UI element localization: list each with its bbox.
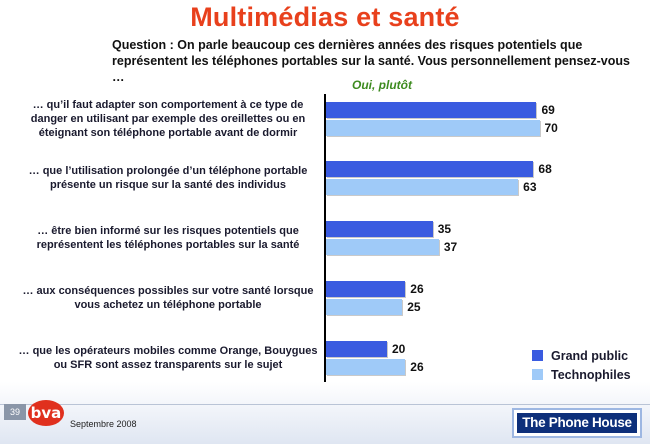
- slide-title: Multimédias et santé: [190, 2, 460, 32]
- bar-grand-public: [326, 221, 433, 237]
- phone-house-logo: The Phone House: [512, 408, 642, 438]
- legend-item-technophiles: Technophiles: [532, 365, 631, 384]
- data-label: 20: [392, 342, 406, 356]
- data-label: 63: [523, 180, 537, 194]
- legend-item-grand-public: Grand public: [532, 346, 631, 365]
- data-label: 25: [407, 300, 421, 314]
- legend-label: Technophiles: [551, 367, 631, 382]
- data-label: 35: [437, 222, 452, 236]
- bar-grand-public: [326, 341, 387, 357]
- data-label: 68: [538, 162, 552, 176]
- category-label: … que l’utilisation prolongée d’un télép…: [28, 165, 308, 191]
- data-label: 37: [443, 240, 458, 254]
- category-label: … que les opérateurs mobiles comme Orang…: [18, 345, 318, 371]
- chart-legend: Grand public Technophiles: [532, 346, 631, 384]
- bar-technophiles: [326, 179, 519, 195]
- data-label: 26: [410, 282, 424, 296]
- legend-swatch-technophiles: [532, 369, 543, 380]
- bar-grand-public: [326, 161, 534, 177]
- bar-grand-public: [326, 102, 537, 118]
- category-label: … aux conséquences possibles sur votre s…: [22, 285, 314, 311]
- chart-axis: [324, 94, 326, 382]
- question-text: Question : On parle beaucoup ces dernièr…: [112, 38, 630, 84]
- legend-label: Grand public: [551, 348, 629, 363]
- bar-grand-public: [326, 281, 406, 297]
- category-label: … être bien informé sur les risques pote…: [36, 225, 300, 251]
- bar-technophiles: [326, 359, 406, 375]
- data-label: 69: [541, 103, 555, 117]
- legend-swatch-grand-public: [532, 350, 543, 361]
- answer-subhead: Oui, plutôt: [352, 78, 412, 92]
- bva-logo: bva: [28, 400, 64, 426]
- bar-technophiles: [326, 299, 403, 315]
- data-label: 26: [410, 360, 424, 374]
- page-number: 39: [4, 404, 26, 420]
- phone-house-logo-text: The Phone House: [517, 413, 637, 433]
- data-label: 70: [544, 121, 558, 135]
- footer-divider: [0, 404, 650, 405]
- bar-technophiles: [326, 239, 439, 255]
- footer-date: Septembre 2008: [70, 419, 137, 429]
- bar-technophiles: [326, 120, 540, 136]
- category-label: … qu’il faut adapter son comportement à …: [30, 99, 306, 139]
